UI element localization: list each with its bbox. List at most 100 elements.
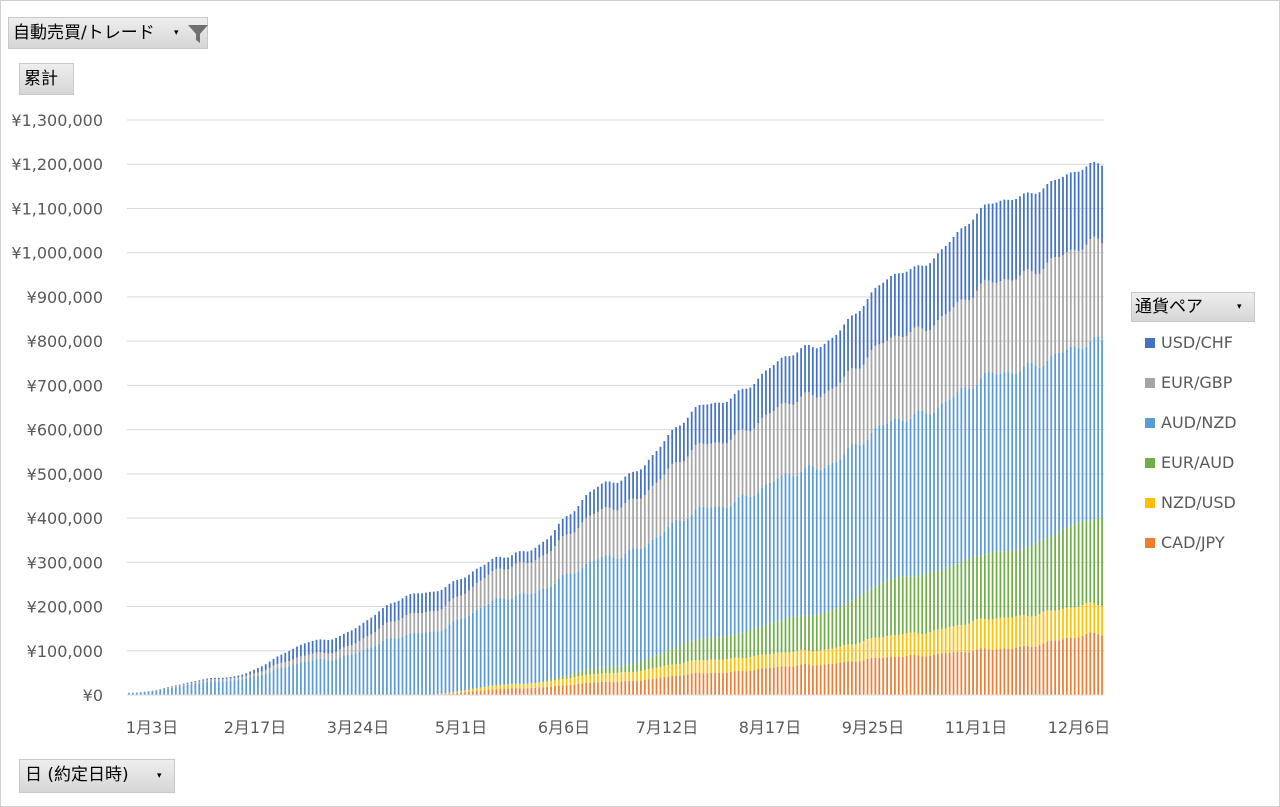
bar-segment <box>808 664 810 695</box>
bar-segment <box>573 673 576 678</box>
filter-icon[interactable] <box>187 24 209 44</box>
bar-segment <box>303 643 306 656</box>
bar-segment <box>284 662 287 668</box>
dropdown-arrow-icon[interactable]: ▾ <box>174 28 179 38</box>
bar-segment <box>421 633 423 695</box>
bar-segment <box>702 638 705 661</box>
bar-segment <box>632 663 634 672</box>
bar-segment <box>284 667 287 695</box>
bar-segment <box>772 481 775 623</box>
bar-segment <box>956 302 959 392</box>
bar-segment <box>440 609 443 631</box>
bar-segment <box>718 506 720 638</box>
bar-segment <box>206 679 208 682</box>
bar-segment <box>546 588 548 681</box>
bar-segment <box>514 563 517 596</box>
filter-field-button[interactable]: 自動売買/トレード ▾ <box>8 17 208 49</box>
bar-segment <box>921 265 924 329</box>
bar-segment <box>1050 536 1053 611</box>
bar-segment <box>964 299 967 387</box>
bar-segment <box>1069 172 1072 250</box>
x-tick-label: 9月25日 <box>842 718 905 737</box>
bar-segment <box>745 495 748 632</box>
bar-segment <box>1034 542 1037 617</box>
bar-segment <box>960 299 963 388</box>
values-field-button[interactable]: 累計 <box>19 63 74 95</box>
dropdown-arrow-icon[interactable]: ▾ <box>1237 302 1242 312</box>
bar-segment <box>1101 635 1103 695</box>
bar-segment <box>733 393 736 435</box>
bar-segment <box>757 669 760 695</box>
bar-segment <box>1077 250 1080 348</box>
bar-segment <box>358 651 361 695</box>
bar-segment <box>1003 617 1006 649</box>
bar-segment <box>323 659 326 695</box>
axis-field-button[interactable]: 日 (約定日時) ▾ <box>19 759 175 793</box>
bar-segment <box>280 654 283 663</box>
bar-segment <box>1034 193 1037 275</box>
bar-segment <box>444 628 447 694</box>
bar-segment <box>1073 637 1076 695</box>
bar-segment <box>487 603 490 687</box>
bar-segment <box>753 656 756 671</box>
bar-segment <box>983 619 986 649</box>
bar-segment <box>839 606 842 647</box>
bar-segment <box>386 622 388 639</box>
bar-segment <box>237 677 240 680</box>
bar-segment <box>772 365 775 411</box>
bar-segment <box>874 586 877 638</box>
bar-segment <box>245 673 248 676</box>
bar-segment <box>878 285 881 345</box>
bar-segment <box>389 621 392 639</box>
bar-segment <box>1003 279 1006 373</box>
bar-segment <box>217 677 220 680</box>
bar-segment <box>640 548 642 662</box>
bar-segment <box>741 671 744 695</box>
y-tick-label: ¥600,000 <box>27 421 103 440</box>
bar-segment <box>511 555 513 567</box>
bar-segment <box>546 687 548 695</box>
bar-segment <box>952 396 955 566</box>
bar-segment <box>929 414 931 573</box>
bar-segment <box>737 657 740 671</box>
bar-segment <box>608 682 611 695</box>
bar-segment <box>784 356 787 403</box>
bar-segment <box>1007 551 1010 618</box>
bar-segment <box>636 680 638 695</box>
bar-segment <box>651 539 654 657</box>
bar-segment <box>667 665 670 677</box>
dropdown-arrow-icon[interactable]: ▾ <box>157 771 162 781</box>
bar-segment <box>444 693 447 695</box>
bar-segment <box>296 657 298 664</box>
bar-segment <box>800 471 803 616</box>
bar-segment <box>393 602 396 622</box>
bar-segment <box>471 688 474 692</box>
bar-segment <box>815 397 818 470</box>
bar-segment <box>569 674 572 679</box>
bar-segment <box>640 680 642 695</box>
bar-segment <box>761 654 763 669</box>
bar-segment <box>1077 637 1080 695</box>
bar-segment <box>1030 544 1033 617</box>
bar-segment <box>823 343 826 394</box>
bar-segment <box>597 682 599 695</box>
bar-segment <box>663 651 666 666</box>
bar-segment <box>835 663 838 695</box>
bar-segment <box>1034 274 1037 366</box>
bar-segment <box>499 685 502 690</box>
bar-segment <box>909 418 912 577</box>
bar-segment <box>518 683 521 689</box>
bar-segment <box>468 689 470 692</box>
bar-segment <box>882 637 885 658</box>
bar-segment <box>577 571 580 672</box>
legend-swatch <box>1145 498 1155 508</box>
bar-segment <box>726 636 728 660</box>
bar-segment <box>526 683 529 689</box>
legend-field-button[interactable]: 通貨ペア ▾ <box>1131 292 1255 322</box>
bar-segment <box>870 638 873 658</box>
bar-segment <box>780 666 783 695</box>
bar-segment <box>534 547 537 561</box>
bar-segment <box>901 634 904 657</box>
bar-segment <box>460 619 463 691</box>
bar-segment <box>538 557 541 591</box>
